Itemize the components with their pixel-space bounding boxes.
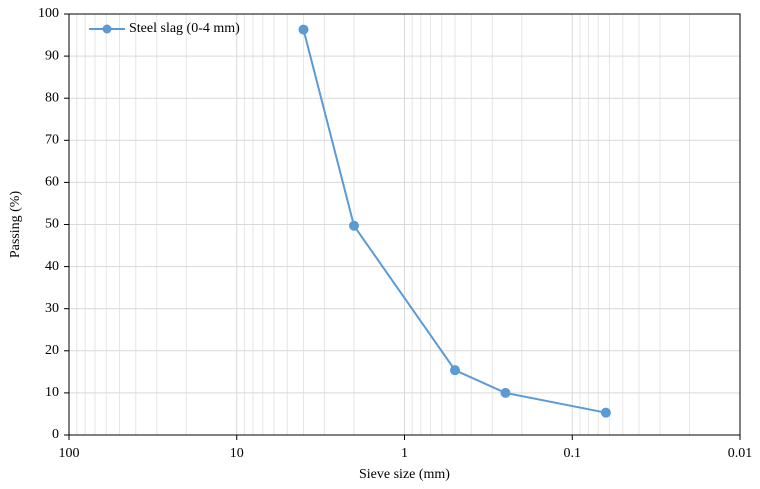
y-tick-label: 50 — [45, 217, 59, 232]
marker — [600, 407, 611, 418]
y-tick-label: 10 — [45, 385, 59, 400]
x-tick-label: 0.01 — [728, 446, 753, 461]
marker — [349, 220, 360, 231]
x-tick-label: 1 — [401, 446, 408, 461]
y-tick-label: 70 — [45, 133, 59, 148]
legend-marker — [102, 24, 112, 34]
y-tick-label: 0 — [52, 427, 59, 442]
y-tick-label: 100 — [38, 6, 59, 21]
x-tick-label: 10 — [230, 446, 244, 461]
y-tick-label: 90 — [45, 48, 59, 63]
legend-label: Steel slag (0-4 mm) — [129, 21, 240, 36]
marker — [500, 387, 511, 398]
y-tick-label: 80 — [45, 90, 59, 105]
marker — [298, 24, 309, 35]
y-axis-title: Passing (%) — [8, 191, 23, 259]
y-tick-label: 20 — [45, 343, 59, 358]
y-tick-label: 40 — [45, 259, 59, 274]
x-axis-title: Sieve size (mm) — [359, 467, 450, 482]
marker — [449, 365, 460, 376]
x-tick-label: 0.1 — [564, 446, 582, 461]
y-tick-label: 30 — [45, 301, 59, 316]
plot-frame — [68, 13, 741, 436]
x-tick-label: 100 — [59, 446, 80, 461]
y-tick-label: 60 — [45, 175, 59, 190]
